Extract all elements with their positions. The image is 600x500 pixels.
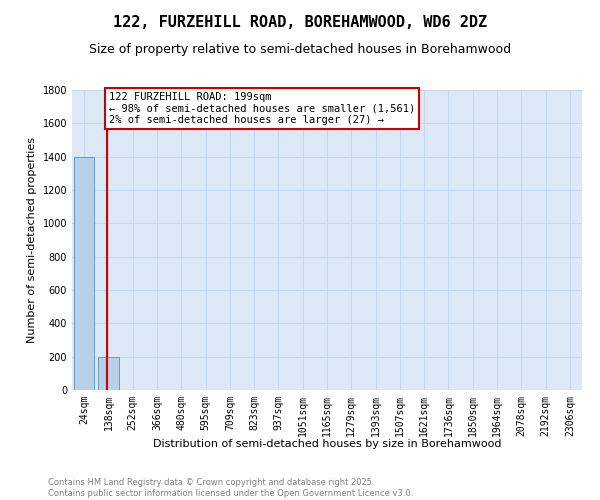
- Bar: [74, 156, 94, 390]
- Text: 122, FURZEHILL ROAD, BOREHAMWOOD, WD6 2DZ: 122, FURZEHILL ROAD, BOREHAMWOOD, WD6 2D…: [113, 15, 487, 30]
- Bar: [98, 356, 119, 390]
- Text: Contains HM Land Registry data © Crown copyright and database right 2025.
Contai: Contains HM Land Registry data © Crown c…: [48, 478, 413, 498]
- Text: 122 FURZEHILL ROAD: 199sqm
← 98% of semi-detached houses are smaller (1,561)
2% : 122 FURZEHILL ROAD: 199sqm ← 98% of semi…: [109, 92, 415, 125]
- Text: Size of property relative to semi-detached houses in Borehamwood: Size of property relative to semi-detach…: [89, 42, 511, 56]
- Y-axis label: Number of semi-detached properties: Number of semi-detached properties: [27, 137, 37, 343]
- X-axis label: Distribution of semi-detached houses by size in Borehamwood: Distribution of semi-detached houses by …: [153, 439, 501, 449]
